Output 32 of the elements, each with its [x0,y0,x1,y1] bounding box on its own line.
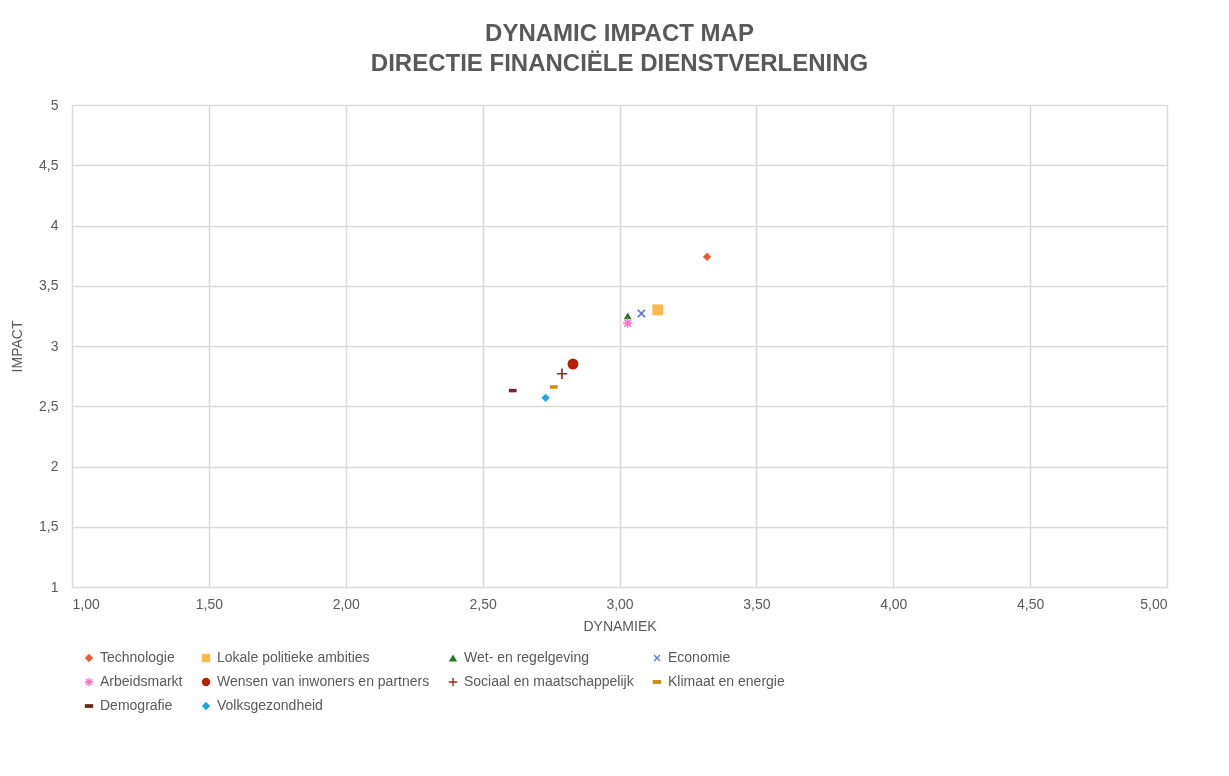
legend-label: Sociaal en maatschappelijk [464,673,635,689]
legend-label: Arbeidsmarkt [100,673,183,689]
y-tick-label: 4 [50,217,59,233]
y-tick-label: 5 [50,96,59,113]
x-tick-label: 5,00 [1140,595,1168,612]
y-tick-label: 2 [50,458,59,474]
legend-label: Technologie [100,649,175,665]
y-tick-label: 1 [50,578,59,595]
x-tick-label: 2,00 [332,595,361,612]
y-tick-label: 3,5 [39,277,59,294]
legend-label: Lokale politieke ambities [217,649,370,665]
legend-label: Klimaat en energie [668,673,785,689]
chart-title: DYNAMIC IMPACT MAP [485,19,754,46]
legend-label: Wensen van inwoners en partners [217,673,430,689]
y-tick-label: 3 [50,337,59,354]
y-tick-label: 1,5 [39,518,59,535]
x-tick-label: 1,50 [195,595,224,612]
x-tick-label: 4,00 [880,595,908,612]
y-tick-label: 2,5 [39,397,59,414]
y-axis-title: IMPACT [9,320,26,373]
x-tick-label: 3,00 [606,595,634,612]
legend-label: Economie [668,649,731,665]
x-tick-label: 4,50 [1017,595,1045,612]
x-tick-label: 1,00 [72,595,100,612]
x-tick-label: 2,50 [469,595,497,612]
legend-label: Volksgezondheid [217,697,323,713]
x-tick-label: 3,50 [743,595,771,612]
legend-label: Demografie [100,697,173,713]
x-axis-title: DYNAMIEK [583,617,658,634]
y-tick-label: 4,5 [39,156,59,173]
chart-subtitle: DIRECTIE FINANCIËLE DIENSTVERLENING [370,49,869,76]
legend-label: Wet- en regelgeving [464,649,590,665]
